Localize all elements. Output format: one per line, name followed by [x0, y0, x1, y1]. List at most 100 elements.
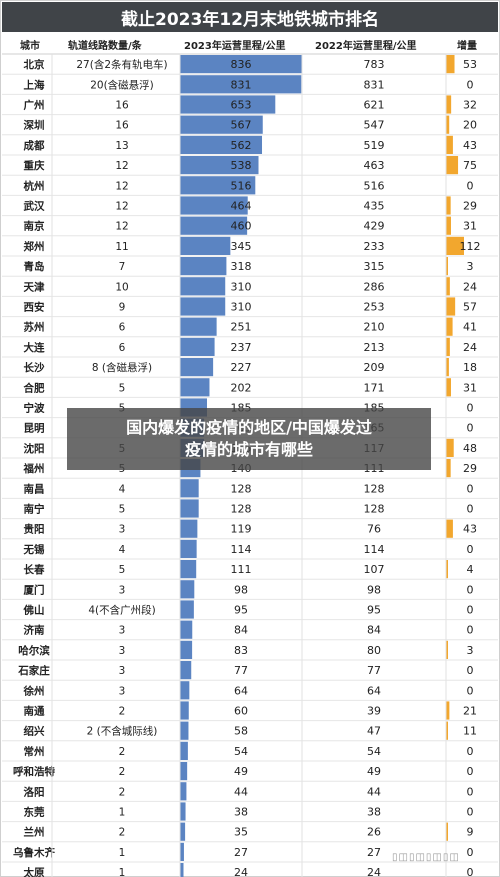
cell-city: 重庆: [24, 159, 45, 172]
cell-lines: 5: [119, 564, 126, 576]
cell-increase: 18: [463, 361, 477, 374]
bar-km-2023: [180, 640, 193, 659]
cell-city: 石家庄: [17, 664, 50, 677]
bar-km-2023: [180, 741, 188, 760]
bar-km-2023: [180, 560, 197, 579]
cell-city: 北京: [24, 58, 45, 71]
bar-km-2023: [180, 620, 193, 639]
bar-km-2023: [180, 297, 226, 316]
header-lines: 轨道线路数量/条: [68, 41, 142, 52]
cell-km-2023: 567: [231, 119, 252, 132]
cell-km-2022: 27: [367, 846, 381, 859]
cell-city: 南通: [24, 705, 45, 718]
bar-km-2023: [180, 236, 231, 255]
cell-increase: 0: [467, 179, 474, 192]
cell-city: 成都: [24, 139, 45, 152]
cell-increase: 112: [460, 240, 481, 253]
cell-km-2023: 84: [234, 624, 248, 637]
cell-increase: 9: [467, 826, 474, 839]
cell-city: 上海: [24, 78, 45, 91]
cell-km-2022: 435: [364, 200, 385, 213]
cell-increase: 24: [463, 280, 477, 293]
cell-city: 东莞: [24, 806, 45, 819]
cell-km-2022: 64: [367, 684, 381, 697]
cell-increase: 21: [463, 705, 477, 718]
bar-increase: [446, 115, 450, 134]
cell-km-2022: 429: [364, 220, 385, 233]
cell-km-2023: 35: [234, 826, 248, 839]
cell-increase: 3: [467, 644, 474, 657]
bar-km-2023: [180, 257, 227, 276]
cell-city: 长春: [24, 563, 45, 576]
cell-km-2022: 519: [364, 139, 385, 152]
cell-km-2023: 119: [231, 523, 252, 536]
cell-km-2022: 44: [367, 785, 381, 798]
cell-increase: 32: [463, 99, 477, 112]
cell-km-2022: 38: [367, 806, 381, 819]
bar-increase: [446, 358, 449, 377]
bar-km-2023: [180, 701, 189, 720]
cell-city: 乌鲁木齐: [13, 846, 55, 859]
cell-lines: 12: [115, 221, 128, 233]
cell-increase: 0: [467, 604, 474, 617]
cell-lines: 3: [119, 625, 126, 637]
cell-city: 厦门: [24, 583, 45, 596]
cell-lines: 12: [115, 201, 128, 213]
cell-lines: 11: [115, 241, 128, 253]
bar-increase: [446, 55, 455, 74]
bar-increase: [446, 156, 459, 175]
cell-increase: 75: [463, 159, 477, 172]
cell-increase: 0: [467, 684, 474, 697]
header-increase: 增量: [457, 41, 477, 52]
cell-km-2023: 464: [231, 200, 252, 213]
cell-lines: 12: [115, 160, 128, 172]
cell-lines: 3: [119, 685, 126, 697]
cell-city: 徐州: [23, 684, 45, 697]
cell-km-2023: 460: [231, 220, 252, 233]
bar-increase: [446, 438, 454, 457]
cell-lines: 5: [119, 382, 126, 394]
cell-city: 昆明: [24, 423, 45, 435]
bar-km-2023: [180, 378, 210, 397]
cell-km-2022: 213: [364, 341, 385, 354]
cell-km-2023: 128: [231, 482, 252, 495]
cell-city: 无锡: [23, 543, 45, 556]
cell-city: 苏州: [24, 321, 45, 334]
cell-lines: 3: [119, 665, 126, 677]
bar-km-2023: [180, 782, 187, 801]
cell-city: 呼和浩特: [13, 765, 55, 778]
cell-city: 绍兴: [24, 725, 45, 738]
cell-km-2023: 111: [231, 563, 252, 576]
cell-lines: 16: [115, 100, 129, 112]
bar-km-2023: [180, 681, 190, 700]
cell-lines: 2: [119, 706, 126, 718]
table-header: 城市 轨道线路数量/条 2023年运营里程/公里 2022年运营里程/公里 增量: [2, 32, 498, 54]
cell-km-2023: 562: [231, 139, 252, 152]
cell-km-2022: 49: [367, 765, 381, 778]
cell-km-2023: 83: [234, 644, 248, 657]
bar-increase: [446, 378, 451, 397]
cell-lines: 3: [119, 584, 126, 596]
cell-lines: 4(不含广州段): [88, 604, 155, 617]
bar-increase: [446, 236, 464, 255]
cell-km-2022: 114: [364, 543, 385, 556]
cell-km-2023: 95: [234, 604, 248, 617]
header-city: 城市: [20, 41, 40, 52]
cell-lines: 1: [119, 867, 126, 877]
bar-km-2023: [180, 75, 302, 94]
chart-title: 截止2023年12月末地铁城市排名: [2, 2, 498, 32]
cell-km-2023: 227: [231, 361, 252, 374]
cell-increase: 11: [463, 725, 477, 738]
cell-increase: 0: [467, 503, 474, 516]
cell-lines: 1: [119, 847, 126, 859]
cell-km-2022: 107: [364, 563, 385, 576]
bar-km-2023: [180, 95, 276, 114]
bar-km-2023: [180, 519, 198, 538]
cell-km-2022: 98: [367, 583, 381, 596]
cell-km-2023: 653: [231, 99, 252, 112]
bar-km-2023: [180, 721, 189, 740]
cell-km-2022: 315: [364, 260, 385, 273]
cell-lines: 16: [115, 120, 129, 132]
bar-increase: [446, 822, 448, 841]
bar-km-2023: [180, 661, 192, 680]
